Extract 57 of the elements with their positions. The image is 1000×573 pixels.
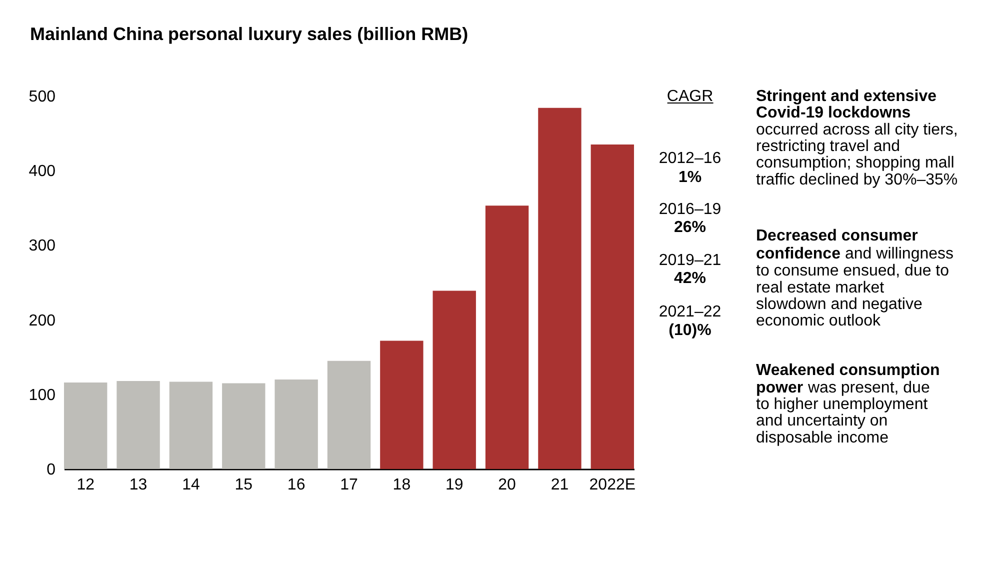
bar	[222, 383, 266, 469]
text: was present, due	[807, 379, 930, 396]
text: 2012–16	[658, 150, 722, 167]
text: CAGR	[666, 88, 714, 105]
y-tick-label: 500	[28, 88, 56, 106]
x-tick-label: 13	[129, 476, 148, 494]
bar	[380, 340, 424, 469]
bar	[590, 144, 634, 469]
bar	[538, 108, 582, 469]
text: traffic declined by 30%–35%	[756, 171, 958, 188]
text: 2019–21	[658, 252, 722, 269]
y-tick-label: 200	[28, 312, 56, 330]
chart-title: Mainland China personal luxury sales (billion RMB)	[30, 24, 468, 44]
y-tick-label: 300	[28, 238, 56, 255]
text: economic outlook	[756, 312, 882, 330]
text: and willingness	[845, 245, 954, 262]
x-tick-label: 17	[340, 476, 358, 494]
bar	[169, 382, 213, 469]
x-tick-label: 18	[392, 476, 411, 494]
x-tick-label: 2022E	[589, 476, 636, 494]
text: 26%	[674, 219, 706, 236]
text: and uncertainty on	[756, 412, 888, 430]
text: consumption; shopping mall	[756, 154, 954, 172]
x-tick-label: 14	[182, 476, 200, 494]
x-tick-label: 20	[498, 476, 516, 494]
bar	[116, 380, 160, 469]
text: Covid-19 lockdowns	[756, 104, 911, 122]
bar	[327, 360, 371, 469]
text: to higher unemployment	[756, 396, 928, 413]
bar	[485, 206, 529, 469]
bar	[274, 379, 318, 469]
text: 2016–19	[658, 201, 722, 218]
text: power	[756, 379, 804, 396]
text: restricting travel and	[756, 138, 900, 155]
text: 42%	[674, 270, 706, 287]
bar	[432, 290, 476, 469]
bar	[64, 382, 108, 469]
text: slowdown and negative	[756, 296, 922, 313]
x-tick-label: 12	[76, 476, 95, 494]
text: to consume ensued, due to	[756, 262, 950, 280]
text: occurred across all city tiers,	[756, 121, 958, 138]
x-tick-label: 16	[287, 476, 306, 494]
x-tick-label: 19	[445, 476, 464, 494]
text: confidence	[756, 245, 841, 262]
text: 1%	[678, 169, 702, 186]
y-tick-label: 0	[46, 462, 56, 478]
text: (10)%	[668, 322, 712, 339]
text: Weakened consumption	[756, 362, 940, 379]
x-tick-label: 21	[550, 476, 569, 494]
text: Stringent and extensive	[756, 88, 937, 105]
text: 2021–22	[658, 304, 722, 320]
x-tick-label: 15	[234, 476, 253, 494]
text: Decreased consumer	[756, 228, 918, 245]
text: real estate market	[756, 279, 885, 296]
text: disposable income	[756, 429, 889, 446]
y-tick-label: 100	[28, 386, 56, 404]
y-tick-label: 400	[28, 163, 56, 180]
